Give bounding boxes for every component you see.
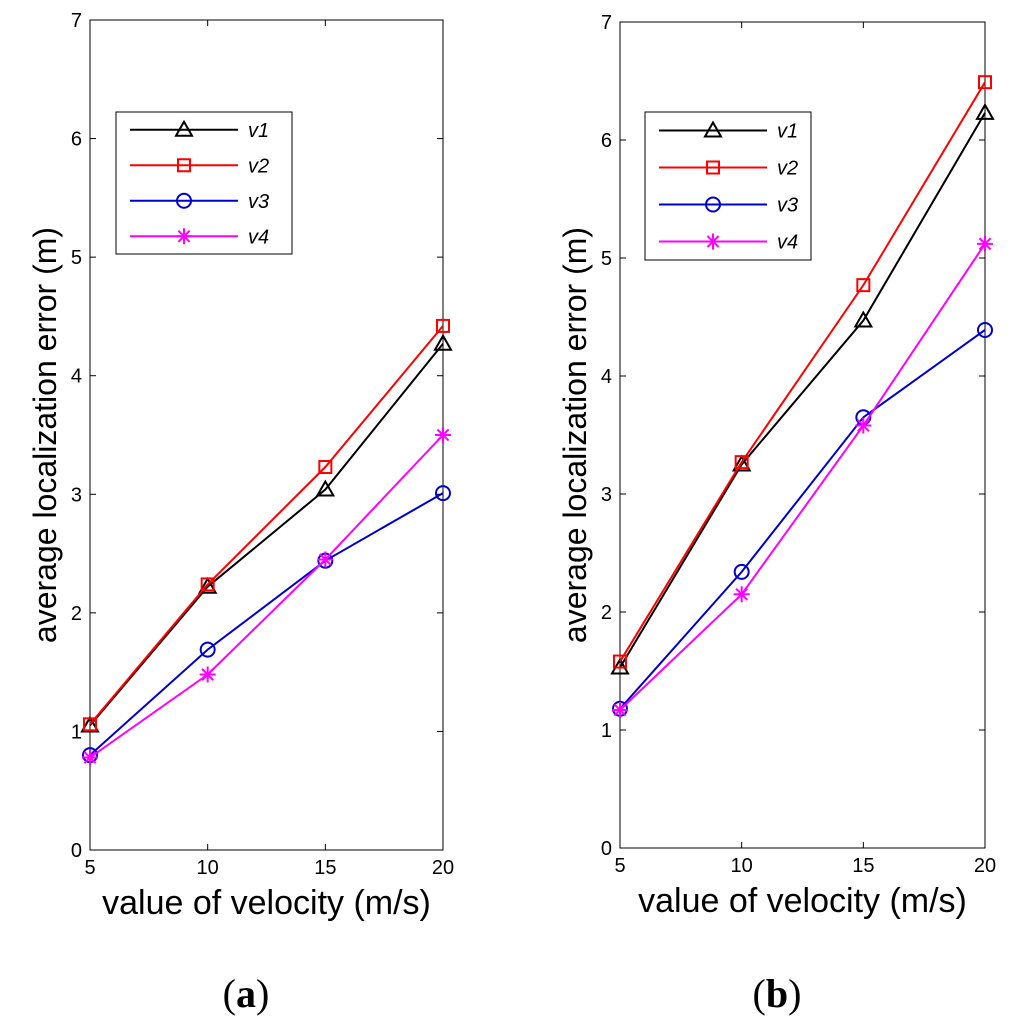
legend-label-a-v4: v4	[248, 226, 269, 248]
point-b-v2-15	[856, 278, 871, 293]
series-line-b-v2	[619, 81, 986, 663]
x-axis-label-a: value of velocity (m/s)	[102, 884, 431, 922]
y-tick-label-b-3: 3	[601, 484, 612, 506]
y-tick-label-a-6: 6	[71, 129, 82, 151]
legend-b: v1 v2 v3 v4	[644, 111, 812, 261]
y-tick-label-a-4: 4	[71, 366, 82, 388]
point-a-v4-15	[317, 551, 334, 568]
point-b-v4-15	[855, 417, 872, 434]
legend-marker-a-v1	[174, 119, 194, 137]
legend-box-a	[115, 111, 293, 255]
y-tick-label-b-6: 6	[601, 130, 612, 152]
series-line-a-v3	[89, 492, 444, 756]
legend-label-b-v2: v2	[777, 158, 798, 180]
point-b-v4-20	[977, 235, 993, 252]
legend-marker-b-v4	[705, 233, 721, 250]
y-tick-label-b-4: 4	[601, 366, 612, 388]
y-tick-label-b-7: 7	[601, 12, 612, 34]
y-tick-label-b-2: 2	[601, 602, 612, 624]
point-b-v2-10	[734, 455, 749, 470]
legend-label-a-v3: v3	[248, 191, 269, 213]
point-b-v1-15	[853, 310, 874, 328]
caption-b-letter: b	[765, 971, 789, 1016]
legend-a: v1 v2 v3 v4	[115, 111, 293, 255]
point-b-v1-20	[975, 102, 995, 120]
series-line-a-v1	[89, 343, 444, 727]
point-b-v2-5	[613, 654, 627, 669]
y-axis-label-b: average localization error (m)	[557, 227, 593, 643]
x-tick-label-b-5: 5	[614, 855, 625, 877]
y-tick-label-b-1: 1	[601, 720, 612, 742]
x-tick-label-a-20: 20	[432, 857, 454, 879]
chart-b: 0 1 2 3 4 5 6 7 5 10 15 20 value of velocity (m/s) av…	[557, 12, 996, 920]
y-tick-label-a-5: 5	[71, 247, 82, 269]
y-tick-label-a-7: 7	[71, 10, 82, 32]
caption-a: (a)	[186, 970, 306, 1017]
x-axis-label-b: value of velocity (m/s)	[638, 882, 967, 920]
y-tick-label-b-0: 0	[601, 838, 612, 860]
caption-b-close: )	[788, 971, 802, 1016]
point-a-v1-10	[197, 576, 218, 594]
x-tick-label-a-5: 5	[84, 857, 95, 879]
caption-a-letter: a	[236, 971, 256, 1016]
legend-marker-b-v3	[705, 196, 721, 213]
y-tick-label-a-1: 1	[71, 721, 82, 743]
point-a-v1-5	[80, 715, 100, 733]
legend-marker-b-v2	[706, 160, 720, 175]
point-a-v3-10	[199, 641, 216, 658]
point-b-v4-10	[733, 586, 750, 603]
legend-marker-a-v2	[177, 158, 191, 173]
y-tick-label-a-3: 3	[71, 484, 82, 506]
caption-a-close: )	[256, 971, 270, 1016]
caption-b-open: (	[752, 971, 766, 1016]
legend-label-a-v2: v2	[248, 155, 269, 177]
y-tick-label-b-5: 5	[601, 248, 612, 270]
legend-label-a-v1: v1	[248, 120, 269, 142]
x-tick-label-b-15: 15	[852, 855, 874, 877]
legend-label-b-v3: v3	[777, 195, 798, 217]
y-axis-label-a: average localization error (m)	[27, 227, 63, 643]
point-a-v4-5	[82, 749, 98, 766]
point-a-v1-20	[433, 333, 453, 351]
y-tick-label-a-2: 2	[71, 603, 82, 625]
legend-marker-b-v1	[703, 120, 723, 138]
y-tick-label-a-0: 0	[71, 840, 82, 862]
legend-label-b-v1: v1	[777, 121, 798, 143]
point-a-v4-20	[435, 427, 451, 443]
legend-marker-a-v3	[176, 192, 192, 209]
series-line-b-v1	[619, 112, 986, 668]
point-b-v3-20	[977, 321, 993, 338]
x-tick-label-b-10: 10	[731, 855, 753, 877]
x-tick-label-a-15: 15	[314, 857, 336, 879]
series-line-a-v4	[89, 434, 444, 759]
legend-box-b	[644, 111, 812, 261]
point-b-v2-20	[978, 75, 992, 90]
x-tick-label-a-10: 10	[197, 857, 219, 879]
point-a-v3-20	[435, 485, 451, 502]
series-line-b-v4	[619, 243, 986, 711]
point-a-v4-10	[199, 666, 216, 683]
point-a-v2-15	[318, 460, 333, 475]
point-b-v3-10	[733, 563, 750, 580]
caption-b: (b)	[717, 970, 837, 1017]
point-a-v2-20	[436, 318, 450, 333]
point-b-v4-5	[612, 701, 628, 718]
point-a-v2-5	[83, 717, 97, 732]
legend-label-b-v4: v4	[777, 232, 798, 254]
point-a-v1-15	[315, 479, 336, 497]
series-line-b-v3	[619, 329, 986, 710]
caption-a-open: (	[222, 971, 236, 1016]
point-b-v1-10	[731, 454, 752, 472]
point-a-v2-10	[200, 577, 215, 592]
x-tick-label-b-20: 20	[974, 855, 996, 877]
series-line-a-v2	[89, 325, 444, 725]
legend-marker-a-v4	[176, 228, 192, 245]
point-b-v1-5	[610, 657, 630, 675]
